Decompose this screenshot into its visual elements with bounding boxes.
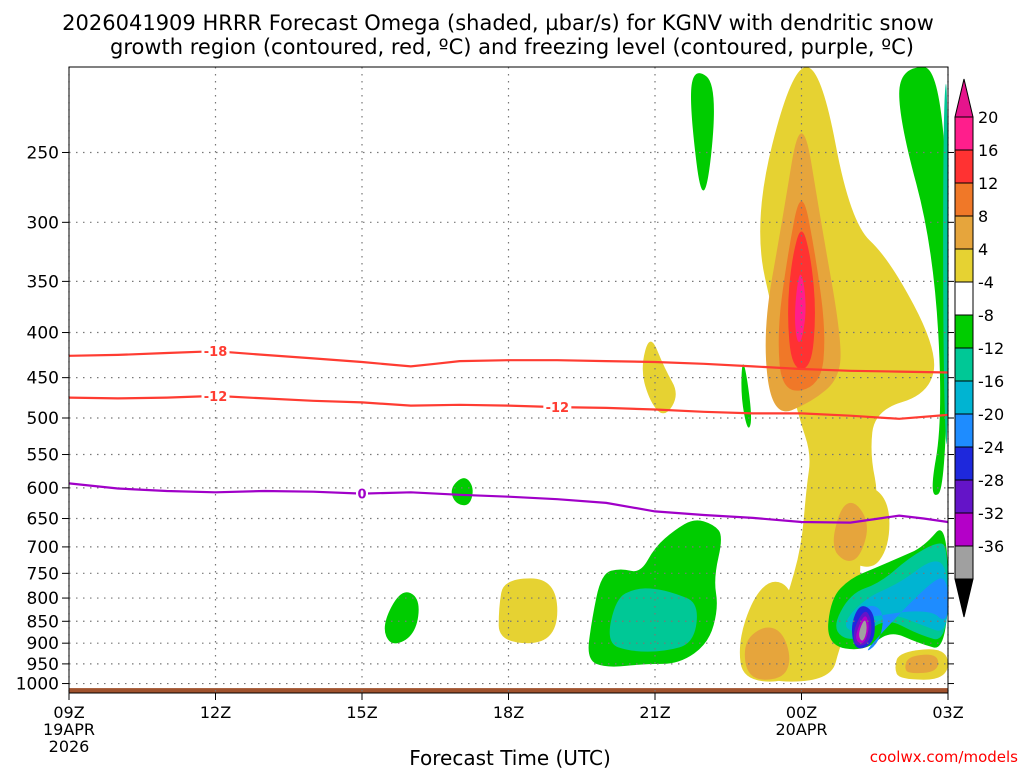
colorbar-label-2: 12 (978, 174, 998, 193)
y-tick-label-600: 600 (27, 479, 59, 499)
x-tick-label-00Z: 00Z (786, 703, 817, 722)
colorbar-label-8: -16 (978, 372, 1004, 391)
omega-region-12 (609, 588, 697, 652)
colorbar-label-1: 16 (978, 141, 998, 160)
x-tick-label-15Z: 15Z (346, 703, 377, 722)
colorbar-swatch-12 (954, 512, 974, 547)
omega-region-13 (899, 67, 948, 495)
y-tick-label-400: 400 (27, 324, 59, 344)
colorbar-swatch-5 (954, 281, 974, 316)
omega-shading (384, 67, 948, 682)
colorbar-label-9: -20 (978, 405, 1004, 424)
x-tick-label-09Z: 09Z (53, 703, 84, 722)
colorbar-swatch-3 (954, 215, 974, 250)
omega-region-16 (833, 502, 867, 561)
omega-region-26 (859, 620, 867, 641)
colorbar: 20 16 12 8 4 -4 -8 -12 -16 -20 -24 -28 -32 -36 (954, 78, 1004, 618)
contour-label-1-0: -12 (204, 390, 228, 405)
colorbar-swatch-4 (954, 248, 974, 283)
x-tick-sublabel-0: 19APR (43, 720, 95, 739)
omega-region-14 (943, 83, 948, 445)
contour-label-bg-1-0 (201, 387, 230, 403)
x-tick-label-03Z: 03Z (932, 703, 963, 722)
y-tick-label-250: 250 (27, 143, 59, 163)
colorbar-swatch-13 (954, 545, 974, 580)
contour-label-0-0: -18 (204, 345, 228, 360)
x-tick-label-21Z: 21Z (639, 703, 670, 722)
colorbar-label-7: -12 (978, 339, 1004, 358)
contour-label-1-1: -12 (546, 401, 570, 416)
omega-region-18 (744, 627, 790, 680)
y-tick-label-700: 700 (27, 538, 59, 558)
y-tick-label-350: 350 (27, 272, 59, 292)
colorbar-under-arrow (954, 578, 974, 618)
y-tick-label-900: 900 (27, 634, 59, 654)
credit-label: coolwx.com/models (870, 748, 1018, 766)
contour-line-2 (69, 482, 948, 524)
colorbar-swatch-9 (954, 413, 974, 448)
colorbar-label-13: -36 (978, 537, 1004, 556)
y-tick-label-850: 850 (27, 612, 59, 632)
colorbar-swatch-2 (954, 182, 974, 217)
x-tick-label-18Z: 18Z (493, 703, 524, 722)
colorbar-label-0: 20 (978, 108, 998, 127)
y-tick-label-750: 750 (27, 564, 59, 584)
y-tick-label-500: 500 (27, 409, 59, 429)
omega-region-10 (741, 364, 752, 428)
x-tick-label-12Z: 12Z (200, 703, 231, 722)
contour-label-bg-0-0 (201, 343, 230, 359)
omega-region-28 (905, 654, 939, 674)
colorbar-swatch-8 (954, 380, 974, 415)
omega-region-7 (451, 478, 473, 506)
colorbar-swatch-7 (954, 347, 974, 382)
colorbar-swatch-11 (954, 479, 974, 514)
contour-label-bg-1-1 (543, 399, 572, 415)
y-tick-label-800: 800 (27, 589, 59, 609)
colorbar-label-12: -32 (978, 504, 1004, 523)
x-axis-label: Forecast Time (UTC) (409, 746, 611, 768)
colorbar-label-11: -28 (978, 471, 1004, 490)
colorbar-label-4: 4 (978, 240, 988, 259)
y-tick-label-650: 650 (27, 510, 59, 530)
y-tick-label-550: 550 (27, 446, 59, 466)
colorbar-label-6: -8 (978, 306, 994, 325)
omega-region-5 (642, 341, 676, 414)
colorbar-swatch-1 (954, 149, 974, 184)
chart-title-line-2: growth region (contoured, red, ºC) and f… (110, 35, 914, 59)
y-tick-label-1000: 1000 (16, 675, 59, 695)
y-tick-label-300: 300 (27, 213, 59, 233)
colorbar-label-5: -4 (978, 273, 994, 292)
omega-region-22 (854, 578, 948, 651)
y-tick-label-950: 950 (27, 655, 59, 675)
x-tick-sublabel-5: 20APR (775, 720, 827, 739)
contour-label-bg-2-0 (356, 485, 368, 501)
y-axis-ticks: 2503003504004505005506006507007508008509… (16, 143, 954, 695)
colorbar-swatch-10 (954, 446, 974, 481)
omega-region-8 (384, 592, 419, 644)
colorbar-label-3: 8 (978, 207, 988, 226)
colorbar-swatch-0 (954, 116, 974, 151)
colorbar-swatch-6 (954, 314, 974, 349)
temperature-contours: -18 -12 -12 0 (69, 343, 948, 524)
chart-title-line-1: 2026041909 HRRR Forecast Omega (shaded, … (62, 11, 934, 35)
contour-label-2-0: 0 (357, 488, 366, 503)
colorbar-label-10: -24 (978, 438, 1004, 457)
y-tick-label-450: 450 (27, 369, 59, 389)
omega-region-4 (795, 274, 806, 342)
omega-region-9 (691, 73, 714, 191)
x-tick-year-0: 2026 (49, 737, 90, 756)
omega-region-6 (498, 578, 558, 644)
